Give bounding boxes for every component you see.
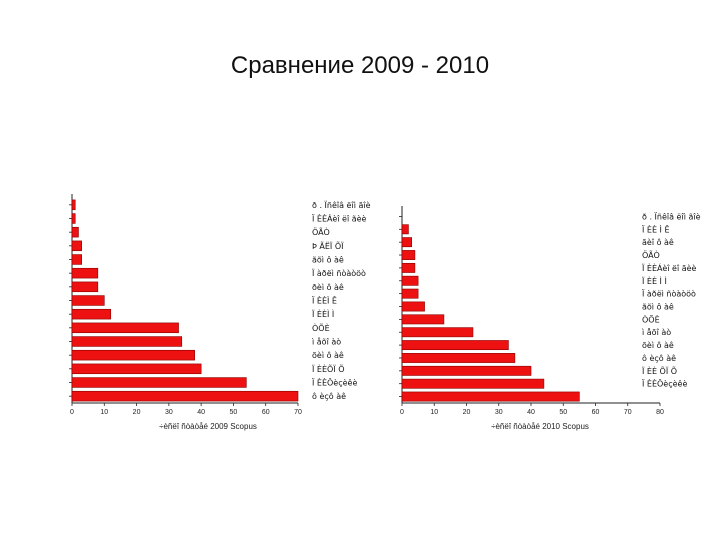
bar: [71, 295, 105, 306]
x-tick-label: 50: [559, 409, 567, 416]
bar: [401, 262, 416, 273]
x-tick-label: 10: [100, 409, 108, 416]
bar: [401, 250, 416, 260]
bar: [71, 267, 99, 279]
bar: [401, 365, 532, 376]
category-label: ô èçô àê: [312, 391, 346, 401]
category-label: ãõì ô àê: [642, 302, 674, 312]
bar: [401, 391, 580, 402]
x-tick-label: 30: [165, 409, 173, 416]
category-label: Ï ÈÈÌ Ì: [312, 308, 334, 319]
bar: [71, 213, 76, 224]
x-axis-label: ÷èñëî ñòàòåé 2010 Scopus: [491, 422, 589, 431]
x-tick-label: 80: [656, 409, 664, 416]
category-label: Ï ÈÈ ÕÏ Õ: [642, 365, 677, 376]
bar: [71, 349, 195, 361]
x-tick-label: 30: [495, 409, 503, 416]
x-tick-label: 0: [70, 409, 74, 416]
bar: [71, 240, 82, 252]
category-label: Þ ÃËÏ ÕÏ: [312, 240, 344, 251]
x-tick-label: 10: [430, 409, 438, 416]
category-label: ÒÕÈ: [312, 322, 330, 333]
x-tick-label: 60: [262, 409, 270, 416]
chart-2009: ð . Ïñêîâ ëîì ãîè Ï ÈÈÁèî ëî ãèè ÖÃÒ Þ ÃËÏ …: [69, 194, 371, 431]
category-label: Ï àðëì ñòàòöò: [642, 289, 696, 299]
category-label: ì åõî àò: [641, 327, 671, 337]
bar: [71, 281, 99, 293]
x-tick-label: 40: [197, 409, 205, 416]
bar: [401, 275, 419, 286]
category-label: Ï ÈÈÁèî ëî ãèè: [312, 213, 367, 224]
bar: [71, 363, 202, 375]
x-tick-label: 20: [463, 409, 471, 416]
x-tick-label: 40: [527, 409, 535, 416]
bar: [401, 288, 419, 299]
category-label: Ï àðëì ñòàòöò: [312, 268, 366, 278]
bar: [401, 301, 425, 312]
category-label: ãõì ô àê: [312, 255, 344, 265]
bar: [71, 336, 183, 347]
bar: [401, 327, 474, 338]
category-label: ð . Ïñêîâ ëîì ãîè: [312, 200, 371, 210]
bar: [401, 340, 509, 351]
chart-2010: ð . Ïñêîâ ëîì ãîè Ï ÈÈ Ì Ê ãèî ô àê ÖÃÒ Ï ÈÈ…: [399, 206, 701, 431]
category-label: ì åõî àò: [311, 337, 341, 347]
slide-title: Сравнение 2009 - 2010: [230, 52, 490, 79]
bar: [401, 224, 409, 235]
x-tick-label: 70: [294, 409, 302, 416]
bar: [71, 322, 179, 334]
x-tick-label: 20: [133, 409, 141, 416]
category-label: ð . Ïñêîâ ëîì ãîè: [642, 211, 701, 221]
category-label: ðèì ô àê: [312, 282, 344, 292]
bar: [401, 314, 445, 325]
category-label: ÖÃÒ: [312, 226, 330, 237]
x-tick-label: 70: [624, 409, 632, 416]
category-label: Ï ÈÈÔèçèêè: [642, 378, 687, 389]
category-label: ãèî ô àê: [642, 237, 674, 247]
bar: [401, 353, 516, 363]
category-label: Ï ÈÈÌ Ê: [312, 295, 337, 306]
category-label: Ï ÈÈ Ì Ì: [642, 275, 667, 286]
bar: [71, 254, 82, 265]
bar: [401, 237, 412, 248]
category-label: ô èçô àê: [642, 353, 676, 363]
x-axis-label: ÷èñëî ñòàòåé 2009 Scopus: [159, 422, 257, 431]
category-label: ÒÕÈ: [642, 313, 660, 324]
x-tick-label: 60: [592, 409, 600, 416]
category-label: Ï ÈÈÔèçèêè: [312, 377, 357, 388]
category-label: Ï ÈÈÁèî ëî ãèè: [642, 262, 697, 273]
bar: [71, 199, 76, 211]
bar: [71, 308, 112, 320]
x-tick-label: 0: [400, 409, 404, 416]
category-label: Ï ÈÈÕÏ Õ: [312, 363, 345, 374]
category-label: õèì ô àê: [642, 340, 674, 350]
bar: [71, 226, 79, 238]
category-label: õèì ô àê: [312, 350, 344, 360]
bar: [71, 390, 299, 402]
bar: [401, 378, 545, 389]
bar: [71, 377, 247, 388]
category-label: Ï ÈÈ Ì Ê: [642, 223, 670, 234]
category-label: ÖÃÒ: [642, 249, 660, 260]
x-tick-label: 50: [230, 409, 238, 416]
